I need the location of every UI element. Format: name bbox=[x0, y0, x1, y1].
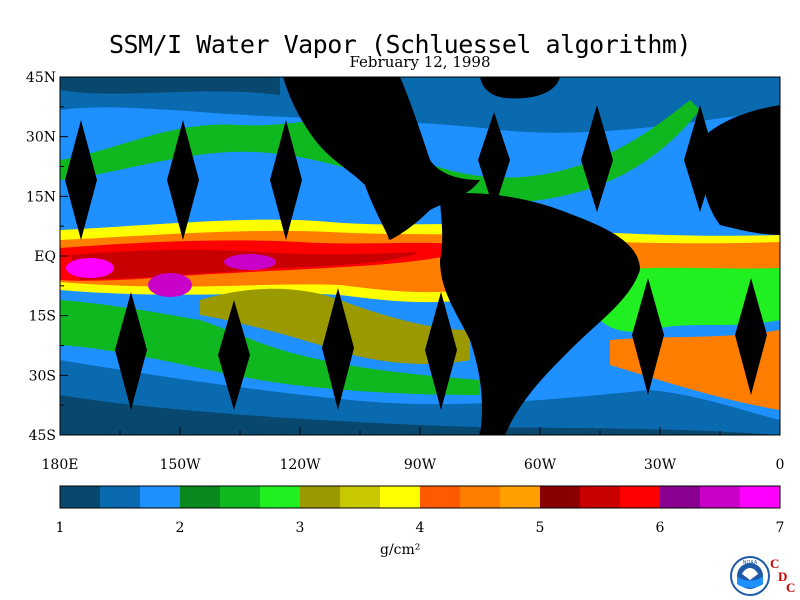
africa-land bbox=[700, 105, 780, 235]
colorbar-swatch bbox=[340, 486, 381, 508]
x-tick-label: 120W bbox=[279, 457, 321, 473]
colorbar-swatch bbox=[700, 486, 741, 508]
colorbar-swatch bbox=[580, 486, 621, 508]
y-axis: 45N 30N 15N EQ 15S 30S 45S bbox=[26, 70, 68, 444]
colorbar-swatch bbox=[460, 486, 501, 508]
x-tick-label: 90W bbox=[404, 457, 437, 473]
cdc-letter-c2: C bbox=[786, 580, 796, 595]
cdc-letter-d: D bbox=[778, 569, 788, 584]
colorbar-swatch bbox=[660, 486, 701, 508]
colorbar-ticks: 1 2 3 4 5 6 7 bbox=[56, 520, 785, 536]
x-tick-label: 150W bbox=[159, 457, 201, 473]
colorbar-tick-label: 3 bbox=[296, 520, 305, 536]
colorbar-unit-label: g/cm² bbox=[380, 542, 421, 558]
y-tick-label: 15N bbox=[26, 189, 56, 205]
colorbar-swatch bbox=[60, 486, 101, 508]
y-tick-label: 45S bbox=[29, 428, 56, 444]
max-vapor-east bbox=[224, 254, 276, 270]
colorbar-swatch bbox=[140, 486, 181, 508]
colorbar-swatch bbox=[420, 486, 461, 508]
max-vapor-west bbox=[66, 258, 114, 278]
colorbar-tick-label: 1 bbox=[56, 520, 65, 536]
x-axis: 180E 150W 120W 90W 60W 30W 0 bbox=[42, 427, 785, 473]
swath-gap bbox=[735, 278, 767, 395]
cdc-letter-c1: C bbox=[770, 556, 780, 571]
chart-title: SSM/I Water Vapor (Schluessel algorithm) bbox=[108, 30, 692, 59]
swath-gap bbox=[270, 120, 302, 240]
colorbar-tick-label: 2 bbox=[176, 520, 185, 536]
y-tick-label: EQ bbox=[34, 249, 56, 265]
swath-gap bbox=[65, 120, 97, 240]
colorbar-swatch bbox=[380, 486, 421, 508]
colorbar-swatch bbox=[300, 486, 341, 508]
colorbar-tick-label: 4 bbox=[416, 520, 425, 536]
colorbar bbox=[59, 485, 781, 509]
swath-gap bbox=[115, 292, 147, 410]
colorbar-swatch bbox=[540, 486, 581, 508]
x-tick-label: 30W bbox=[644, 457, 677, 473]
swath-gap bbox=[478, 112, 510, 210]
swath-gap bbox=[581, 105, 613, 212]
colorbar-swatch bbox=[220, 486, 261, 508]
colorbar-swatch bbox=[620, 486, 661, 508]
south-america-land bbox=[440, 193, 640, 435]
colorbar-swatch bbox=[180, 486, 221, 508]
swath-gaps bbox=[65, 105, 767, 410]
x-tick-label: 0 bbox=[776, 457, 785, 473]
y-tick-label: 15S bbox=[29, 309, 56, 325]
y-tick-label: 30S bbox=[29, 368, 56, 384]
colorbar-tick-label: 5 bbox=[536, 520, 545, 536]
max-vapor-central bbox=[148, 273, 192, 297]
x-tick-label: 180E bbox=[42, 457, 79, 473]
south-driest-band bbox=[60, 395, 780, 435]
y-tick-label: 45N bbox=[26, 70, 56, 86]
cdc-logo: C D C bbox=[770, 556, 798, 596]
swath-gap bbox=[425, 292, 457, 410]
y-tick-label: 30N bbox=[26, 130, 56, 146]
colorbar-swatch bbox=[260, 486, 301, 508]
swath-gap bbox=[632, 278, 664, 395]
map-field bbox=[60, 77, 780, 435]
swath-gap bbox=[684, 105, 716, 212]
swath-gap bbox=[218, 300, 250, 410]
colorbar-swatch bbox=[100, 486, 141, 508]
colorbar-swatch bbox=[740, 486, 781, 508]
south-pacific-green bbox=[60, 300, 480, 395]
swath-gap bbox=[373, 120, 405, 240]
colorbar-frame bbox=[59, 485, 781, 509]
noaa-logo: NOAA bbox=[730, 556, 770, 596]
north-driest-band bbox=[60, 77, 280, 95]
swath-gap bbox=[322, 288, 354, 410]
colorbar-tick-label: 6 bbox=[656, 520, 665, 536]
colorbar-swatch bbox=[500, 486, 541, 508]
chart-subtitle: February 12, 1998 bbox=[349, 53, 491, 71]
noaa-logo-text: NOAA bbox=[743, 560, 758, 566]
greenland-fragment-land bbox=[480, 77, 560, 99]
x-tick-label: 60W bbox=[524, 457, 557, 473]
colorbar-tick-label: 7 bbox=[776, 520, 785, 536]
swath-gap bbox=[167, 120, 199, 240]
